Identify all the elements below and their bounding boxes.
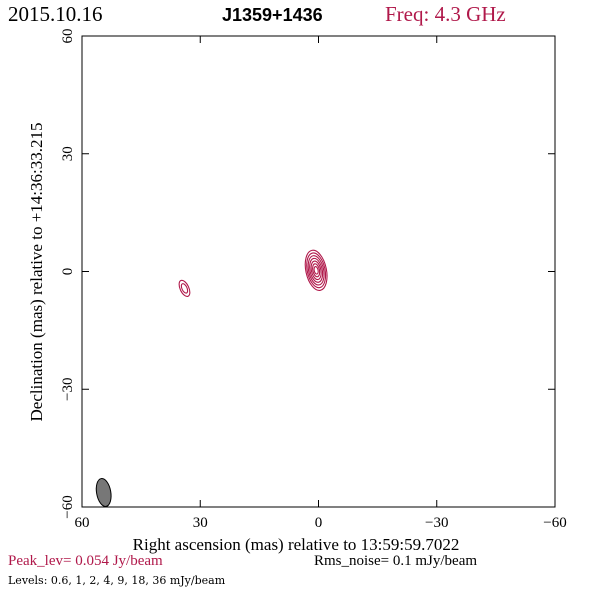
beam-layer — [95, 478, 112, 507]
tick-marks — [81, 35, 556, 508]
contour-core — [307, 255, 325, 286]
x-tick-label: 60 — [75, 515, 90, 531]
peak-level: Peak_lev= 0.054 Jy/beam — [8, 553, 163, 569]
y-axis-label: Declination (mas) relative to +14:36:33.… — [27, 123, 46, 422]
beam-ellipse — [95, 478, 112, 507]
y-tick-label: −30 — [60, 378, 76, 401]
y-tick-label: 30 — [60, 146, 76, 161]
y-tick-label: −60 — [60, 495, 76, 518]
contour-core — [304, 249, 328, 291]
contour-core — [310, 260, 322, 281]
contour-levels: Levels: 0.6, 1, 2, 4, 9, 18, 36 mJy/beam — [8, 574, 226, 587]
rms-noise: Rms_noise= 0.1 mJy/beam — [314, 553, 478, 569]
x-axis-label: Right ascension (mas) relative to 13:59:… — [133, 535, 460, 554]
x-tick-label: 0 — [315, 515, 323, 531]
contour-core — [309, 257, 324, 283]
contour-core — [312, 263, 321, 278]
contour-layer — [178, 249, 328, 297]
contour-secondary — [178, 279, 191, 297]
y-tick-label: 60 — [60, 29, 76, 44]
x-tick-label: 30 — [193, 515, 208, 531]
x-tick-label: −60 — [543, 515, 566, 531]
contour-secondary — [180, 283, 189, 294]
source-name: J1359+1436 — [222, 5, 323, 25]
x-tick-label: −30 — [425, 515, 448, 531]
frequency-label: Freq: 4.3 GHz — [385, 2, 506, 26]
tick-labels: 60 30 0 −30 −60 −60 −30 0 30 60 — [60, 29, 567, 532]
y-tick-label: 0 — [60, 268, 76, 276]
observation-date: 2015.10.16 — [8, 2, 103, 26]
contour-core — [313, 265, 319, 275]
contour-core — [306, 252, 327, 289]
